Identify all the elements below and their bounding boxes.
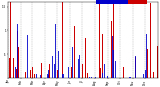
- Bar: [100, 68, 101, 78]
- Bar: [146, 34, 147, 78]
- Bar: [145, 70, 146, 78]
- Bar: [107, 76, 108, 78]
- Bar: [62, 2, 63, 78]
- Bar: [135, 56, 136, 78]
- Bar: [60, 75, 61, 78]
- Bar: [16, 69, 17, 78]
- Bar: [85, 38, 86, 78]
- Bar: [102, 34, 103, 78]
- Bar: [78, 59, 79, 78]
- Bar: [102, 73, 103, 78]
- Bar: [17, 31, 18, 78]
- Bar: [36, 74, 37, 78]
- Bar: [32, 66, 33, 78]
- Bar: [30, 70, 31, 78]
- Bar: [129, 77, 130, 78]
- Bar: [113, 50, 114, 78]
- Bar: [153, 72, 154, 78]
- Bar: [71, 67, 72, 78]
- Bar: [17, 24, 18, 78]
- Bar: [111, 21, 112, 78]
- Bar: [57, 70, 58, 78]
- Bar: [130, 77, 131, 78]
- Bar: [13, 58, 14, 78]
- Bar: [79, 55, 80, 78]
- Bar: [47, 74, 48, 78]
- Bar: [68, 67, 69, 78]
- Bar: [9, 58, 10, 78]
- Bar: [62, 74, 63, 78]
- Bar: [113, 2, 114, 78]
- Bar: [95, 77, 96, 78]
- Bar: [52, 56, 53, 78]
- Bar: [48, 75, 49, 78]
- Bar: [10, 2, 11, 78]
- Bar: [91, 76, 92, 78]
- Bar: [89, 77, 90, 78]
- Bar: [124, 77, 125, 78]
- Bar: [72, 47, 73, 78]
- Bar: [58, 77, 59, 78]
- Bar: [143, 74, 144, 78]
- Bar: [18, 47, 19, 78]
- Bar: [157, 46, 158, 78]
- Bar: [150, 3, 151, 78]
- Bar: [34, 74, 35, 78]
- Bar: [49, 64, 50, 78]
- Bar: [55, 24, 56, 78]
- Bar: [41, 63, 42, 78]
- Bar: [27, 35, 28, 78]
- Bar: [135, 57, 136, 78]
- Bar: [82, 64, 83, 78]
- Bar: [54, 64, 55, 78]
- Bar: [108, 44, 109, 78]
- Bar: [25, 72, 26, 78]
- Bar: [40, 75, 41, 78]
- Bar: [15, 69, 16, 78]
- Bar: [104, 64, 105, 78]
- Bar: [48, 70, 49, 78]
- Bar: [87, 73, 88, 78]
- Bar: [63, 74, 64, 78]
- Bar: [123, 67, 124, 78]
- Bar: [112, 36, 113, 78]
